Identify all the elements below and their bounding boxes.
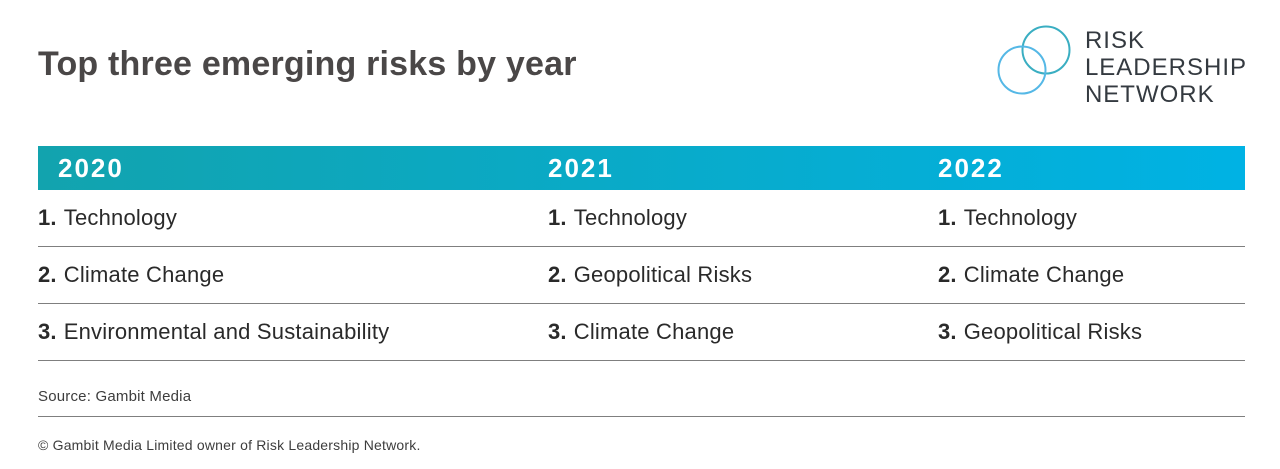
table-header-row: 2020 2021 2022 — [38, 146, 1245, 190]
risk-label: Technology — [63, 205, 178, 230]
source-section: Source: Gambit Media — [38, 362, 1245, 417]
risk-leadership-network-logo: RISK LEADERSHIP NETWORK — [996, 24, 1247, 108]
year-header-2022: 2022 — [938, 152, 1004, 183]
rank-number: 1. — [548, 205, 567, 230]
risk-2021-rank3: 3. Climate Change — [548, 319, 938, 345]
risk-2021-rank2: 2. Geopolitical Risks — [548, 262, 938, 288]
logo-line-3: NETWORK — [1084, 81, 1215, 108]
risk-label: Geopolitical Risks — [573, 262, 753, 287]
risk-2020-rank1: 1. Technology — [38, 205, 548, 231]
rank-number: 2. — [38, 262, 57, 287]
rank-number: 3. — [548, 319, 567, 344]
interlocking-rings-icon — [997, 25, 1071, 95]
risk-2020-rank3: 3. Environmental and Sustainability — [38, 319, 548, 345]
risk-label: Geopolitical Risks — [963, 319, 1143, 344]
rank-number: 3. — [938, 319, 957, 344]
source-attribution: Source: Gambit Media — [38, 388, 192, 405]
copyright-section: © Gambit Media Limited owner of Risk Lea… — [38, 418, 1245, 453]
risk-label: Climate Change — [573, 319, 735, 344]
table-row-rank2: 2. Climate Change 2. Geopolitical Risks 2.… — [38, 247, 1245, 304]
rank-number: 2. — [548, 262, 567, 287]
page-title: Top three emerging risks by year — [38, 45, 577, 83]
risk-2021-rank1: 1. Technology — [548, 205, 938, 231]
table-row-rank1: 1. Technology 1. Technology 1. Technology — [38, 190, 1245, 247]
risk-label: Climate Change — [63, 262, 225, 287]
logo-line-2: LEADERSHIP — [1084, 54, 1247, 81]
logo-line-1: RISK — [1084, 27, 1145, 54]
year-header-2020: 2020 — [58, 152, 124, 183]
risk-2020-rank2: 2. Climate Change — [38, 262, 548, 288]
year-header-2021: 2021 — [548, 152, 614, 183]
rank-number: 2. — [938, 262, 957, 287]
risk-label: Environmental and Sustainability — [63, 319, 390, 344]
risk-label: Technology — [573, 205, 688, 230]
risk-label: Climate Change — [963, 262, 1125, 287]
table-row-rank3: 3. Environmental and Sustainability 3. Cli… — [38, 304, 1245, 361]
rank-number: 1. — [38, 205, 57, 230]
risks-by-year-table: 2020 2021 2022 1. Technology 1. Technology… — [38, 146, 1245, 361]
rank-number: 1. — [938, 205, 957, 230]
risk-2022-rank2: 2. Climate Change — [938, 262, 1245, 288]
logo-wordmark: RISK LEADERSHIP NETWORK — [1085, 24, 1247, 108]
risk-2022-rank3: 3. Geopolitical Risks — [938, 319, 1245, 345]
risk-label: Technology — [963, 205, 1078, 230]
risk-2022-rank1: 1. Technology — [938, 205, 1245, 231]
copyright-notice: © Gambit Media Limited owner of Risk Lea… — [38, 437, 421, 453]
rank-number: 3. — [38, 319, 57, 344]
